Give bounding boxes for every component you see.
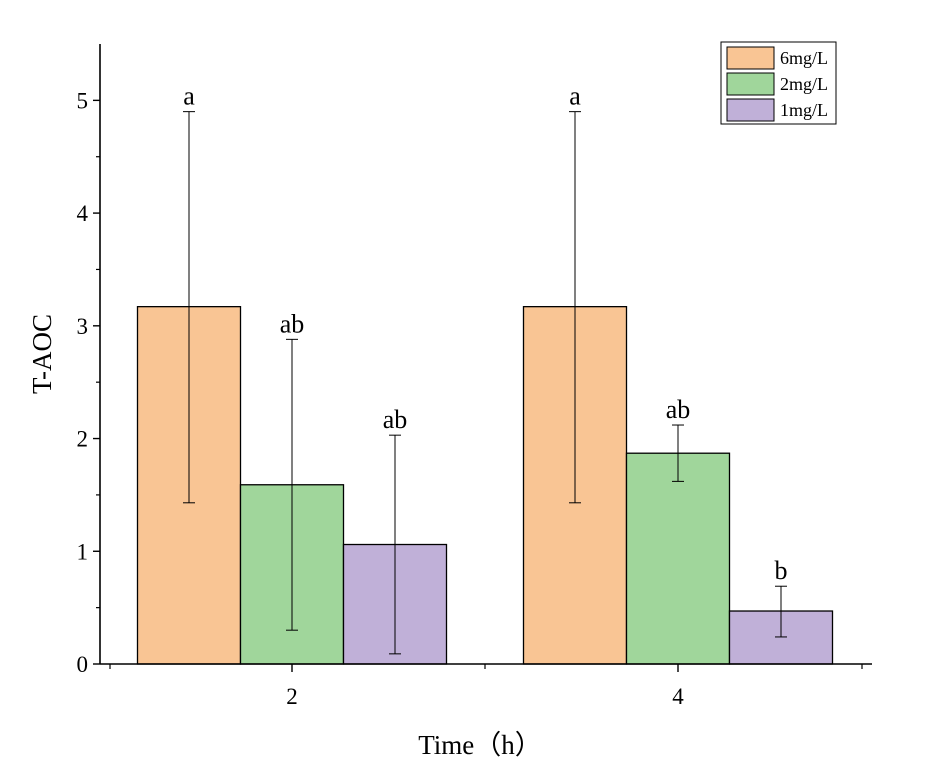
bars-layer <box>136 306 834 665</box>
legend-label: 6mg/L <box>780 48 828 68</box>
legend: 6mg/L 2mg/L 1mg/L <box>720 41 837 125</box>
bar <box>625 452 731 665</box>
x-tick-label: 4 <box>672 684 684 709</box>
y-tick-label: 2 <box>77 427 89 452</box>
significance-labels-layer: a ab ab a ab b <box>183 82 787 586</box>
y-tick-label: 4 <box>77 201 89 226</box>
axes-layer <box>99 44 872 665</box>
significance-label: ab <box>280 309 305 338</box>
y-tick-label: 5 <box>77 88 89 113</box>
x-tick-label: 2 <box>286 684 298 709</box>
legend-swatch <box>726 98 775 122</box>
legend-swatch <box>726 46 775 70</box>
legend-label: 2mg/L <box>780 74 828 94</box>
significance-label: ab <box>383 405 408 434</box>
legend-swatch <box>726 72 775 96</box>
significance-label: a <box>569 82 581 111</box>
error-bars-layer <box>183 111 787 655</box>
x-axis-title: Time（h） <box>418 730 542 760</box>
significance-label: ab <box>666 395 691 424</box>
y-tick-label: 1 <box>77 539 89 564</box>
y-axis-title: T-AOC <box>27 314 57 394</box>
significance-label: a <box>183 82 195 111</box>
y-ticks: 0 1 2 3 4 5 <box>77 88 100 677</box>
legend-label: 1mg/L <box>780 100 828 120</box>
y-tick-label: 0 <box>77 652 89 677</box>
y-tick-label: 3 <box>77 314 89 339</box>
significance-label: b <box>775 556 788 585</box>
